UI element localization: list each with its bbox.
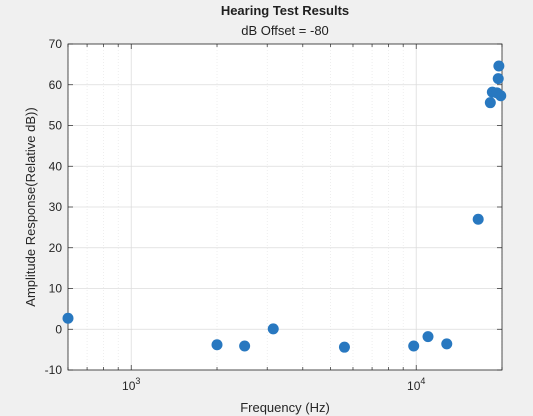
data-point (239, 340, 250, 351)
data-point (268, 323, 279, 334)
y-tick-label: 20 (49, 241, 63, 255)
data-point (423, 331, 434, 342)
data-point (495, 90, 506, 101)
data-point (339, 342, 350, 353)
y-tick-label: 30 (49, 200, 63, 214)
y-tick-label: 70 (49, 37, 63, 51)
y-axis-label: Amplitude Response(Relative dB)) (23, 107, 38, 306)
data-point (63, 313, 74, 324)
y-tick-label: 0 (55, 322, 62, 336)
x-tick-label: 103 (122, 376, 140, 393)
y-tick-label: 40 (49, 159, 63, 173)
data-point (441, 338, 452, 349)
y-tick-labels: -10 0 10 20 30 40 50 60 70 (45, 37, 63, 377)
y-tick-label: 50 (49, 119, 63, 133)
data-point (408, 340, 419, 351)
data-point (212, 339, 223, 350)
x-tick-label: 104 (407, 376, 425, 393)
data-point (493, 61, 504, 72)
y-tick-label: 60 (49, 78, 63, 92)
chart-subtitle: dB Offset = -80 (241, 23, 329, 38)
y-tick-label: 10 (49, 282, 63, 296)
x-tick-labels: 103 104 (122, 376, 425, 393)
chart-title: Hearing Test Results (221, 3, 349, 18)
data-point (493, 73, 504, 84)
data-point (473, 214, 484, 225)
x-axis-label: Frequency (Hz) (240, 400, 330, 415)
y-tick-label: -10 (45, 363, 63, 377)
data-point (485, 97, 496, 108)
